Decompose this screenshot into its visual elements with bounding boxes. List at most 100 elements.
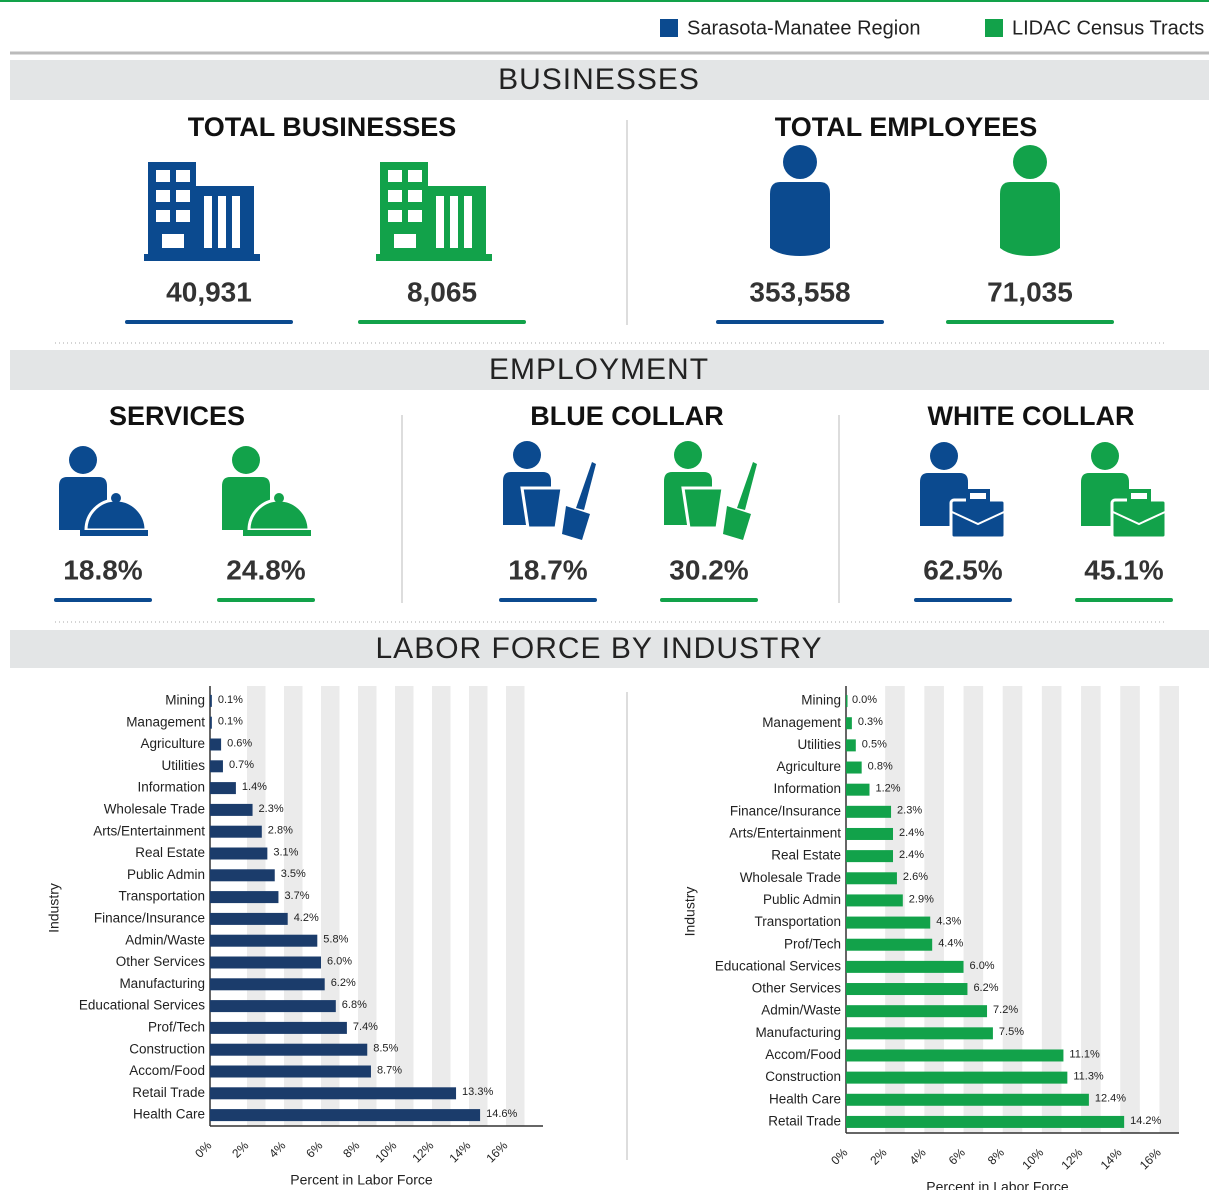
- bar: [210, 934, 318, 947]
- stat-underline: [914, 598, 1012, 602]
- section-title: LABOR FORCE BY INDUSTRY: [376, 632, 823, 665]
- grid-stripe: [247, 686, 266, 1126]
- value-label: 8.7%: [377, 1064, 402, 1076]
- x-tick-label: 14%: [1098, 1145, 1125, 1172]
- x-axis-title: Percent in Labor Force: [290, 1172, 433, 1188]
- category-label: Admin/Waste: [125, 932, 205, 947]
- bar: [846, 761, 862, 774]
- category-label: Mining: [165, 692, 205, 707]
- value-label: 6.2%: [973, 982, 998, 994]
- grid-stripe: [284, 686, 303, 1126]
- bar: [210, 716, 212, 729]
- services-icon: [222, 446, 311, 536]
- value-label: 1.4%: [242, 781, 267, 793]
- x-tick-label: 4%: [907, 1145, 929, 1167]
- category-label: Arts/Entertainment: [729, 826, 841, 841]
- category-label: Accom/Food: [765, 1047, 841, 1062]
- bar: [210, 1109, 481, 1122]
- value-label: 6.2%: [331, 977, 356, 989]
- section-bar: [10, 60, 1209, 100]
- grid-stripe: [358, 686, 377, 1126]
- value-label: 7.5%: [999, 1026, 1024, 1038]
- value-label: 14.2%: [1130, 1115, 1161, 1127]
- category-label: Public Admin: [127, 867, 205, 882]
- category-label: Utilities: [797, 737, 841, 752]
- category-label: Other Services: [752, 981, 842, 996]
- stat-title: BLUE COLLAR: [530, 401, 723, 431]
- stat-value: 71,035: [987, 276, 1073, 307]
- value-label: 2.4%: [899, 827, 924, 839]
- y-axis-title: Industry: [46, 883, 62, 933]
- grid-stripe: [432, 686, 451, 1126]
- bar: [210, 956, 321, 969]
- value-label: 3.5%: [281, 868, 306, 880]
- category-label: Management: [126, 714, 205, 729]
- bar: [210, 1000, 336, 1013]
- bar: [210, 738, 222, 751]
- value-label: 14.6%: [486, 1108, 517, 1120]
- grid-stripe: [885, 686, 905, 1133]
- bar: [210, 1065, 371, 1078]
- stat-underline: [660, 598, 758, 602]
- bar: [210, 847, 268, 860]
- value-label: 2.3%: [259, 803, 284, 815]
- x-tick-label: 8%: [985, 1145, 1007, 1167]
- category-label: Educational Services: [79, 998, 205, 1013]
- stat-underline: [217, 598, 315, 602]
- value-label: 2.4%: [899, 849, 924, 861]
- grid-stripe: [321, 686, 340, 1126]
- stat-value: 40,931: [166, 276, 252, 307]
- stat-title: SERVICES: [109, 401, 245, 431]
- x-tick-label: 8%: [340, 1138, 362, 1160]
- bar: [210, 978, 325, 991]
- value-label: 6.8%: [342, 999, 367, 1011]
- value-label: 0.1%: [218, 694, 243, 706]
- grid-stripe: [1041, 686, 1062, 1133]
- value-label: 5.8%: [323, 934, 348, 946]
- bar: [846, 783, 870, 796]
- x-tick-label: 2%: [229, 1138, 251, 1160]
- x-tick-label: 10%: [1019, 1145, 1046, 1172]
- value-label: 3.7%: [284, 890, 309, 902]
- bar: [210, 891, 279, 904]
- stat-value: 45.1%: [1084, 554, 1163, 585]
- value-label: 11.1%: [1069, 1048, 1100, 1060]
- stat-value: 30.2%: [669, 554, 748, 585]
- bar: [846, 1093, 1089, 1106]
- section-bar: [10, 630, 1209, 668]
- x-tick-label: 16%: [1137, 1145, 1164, 1172]
- grid-stripe: [395, 686, 414, 1126]
- person-icon: [770, 145, 830, 256]
- bar: [846, 894, 903, 907]
- value-label: 7.2%: [993, 1004, 1018, 1016]
- value-label: 2.6%: [903, 871, 928, 883]
- value-label: 4.4%: [938, 938, 963, 950]
- bar: [210, 760, 223, 773]
- category-label: Retail Trade: [768, 1113, 841, 1128]
- x-tick-label: 12%: [1059, 1145, 1086, 1172]
- stat-title: TOTAL BUSINESSES: [188, 112, 457, 142]
- bar: [210, 782, 236, 795]
- category-label: Accom/Food: [129, 1063, 205, 1078]
- grid-stripe: [1120, 686, 1140, 1133]
- stat-underline: [499, 598, 597, 602]
- value-label: 1.2%: [876, 783, 901, 795]
- bar: [846, 960, 964, 973]
- stat-title: WHITE COLLAR: [928, 401, 1135, 431]
- blue-collar-icon: [503, 441, 596, 540]
- value-label: 0.6%: [227, 737, 252, 749]
- category-label: Real Estate: [135, 845, 205, 860]
- category-label: Health Care: [133, 1107, 205, 1122]
- x-tick-label: 4%: [266, 1138, 288, 1160]
- x-tick-label: 6%: [303, 1138, 325, 1160]
- x-tick-label: 0%: [828, 1145, 850, 1167]
- category-label: Transportation: [754, 914, 841, 929]
- value-label: 13.3%: [462, 1086, 493, 1098]
- white-collar-icon: [1081, 442, 1168, 540]
- value-label: 2.9%: [909, 893, 934, 905]
- bar: [846, 717, 852, 730]
- category-label: Agriculture: [140, 736, 205, 751]
- category-label: Information: [773, 781, 841, 796]
- category-label: Finance/Insurance: [94, 910, 205, 925]
